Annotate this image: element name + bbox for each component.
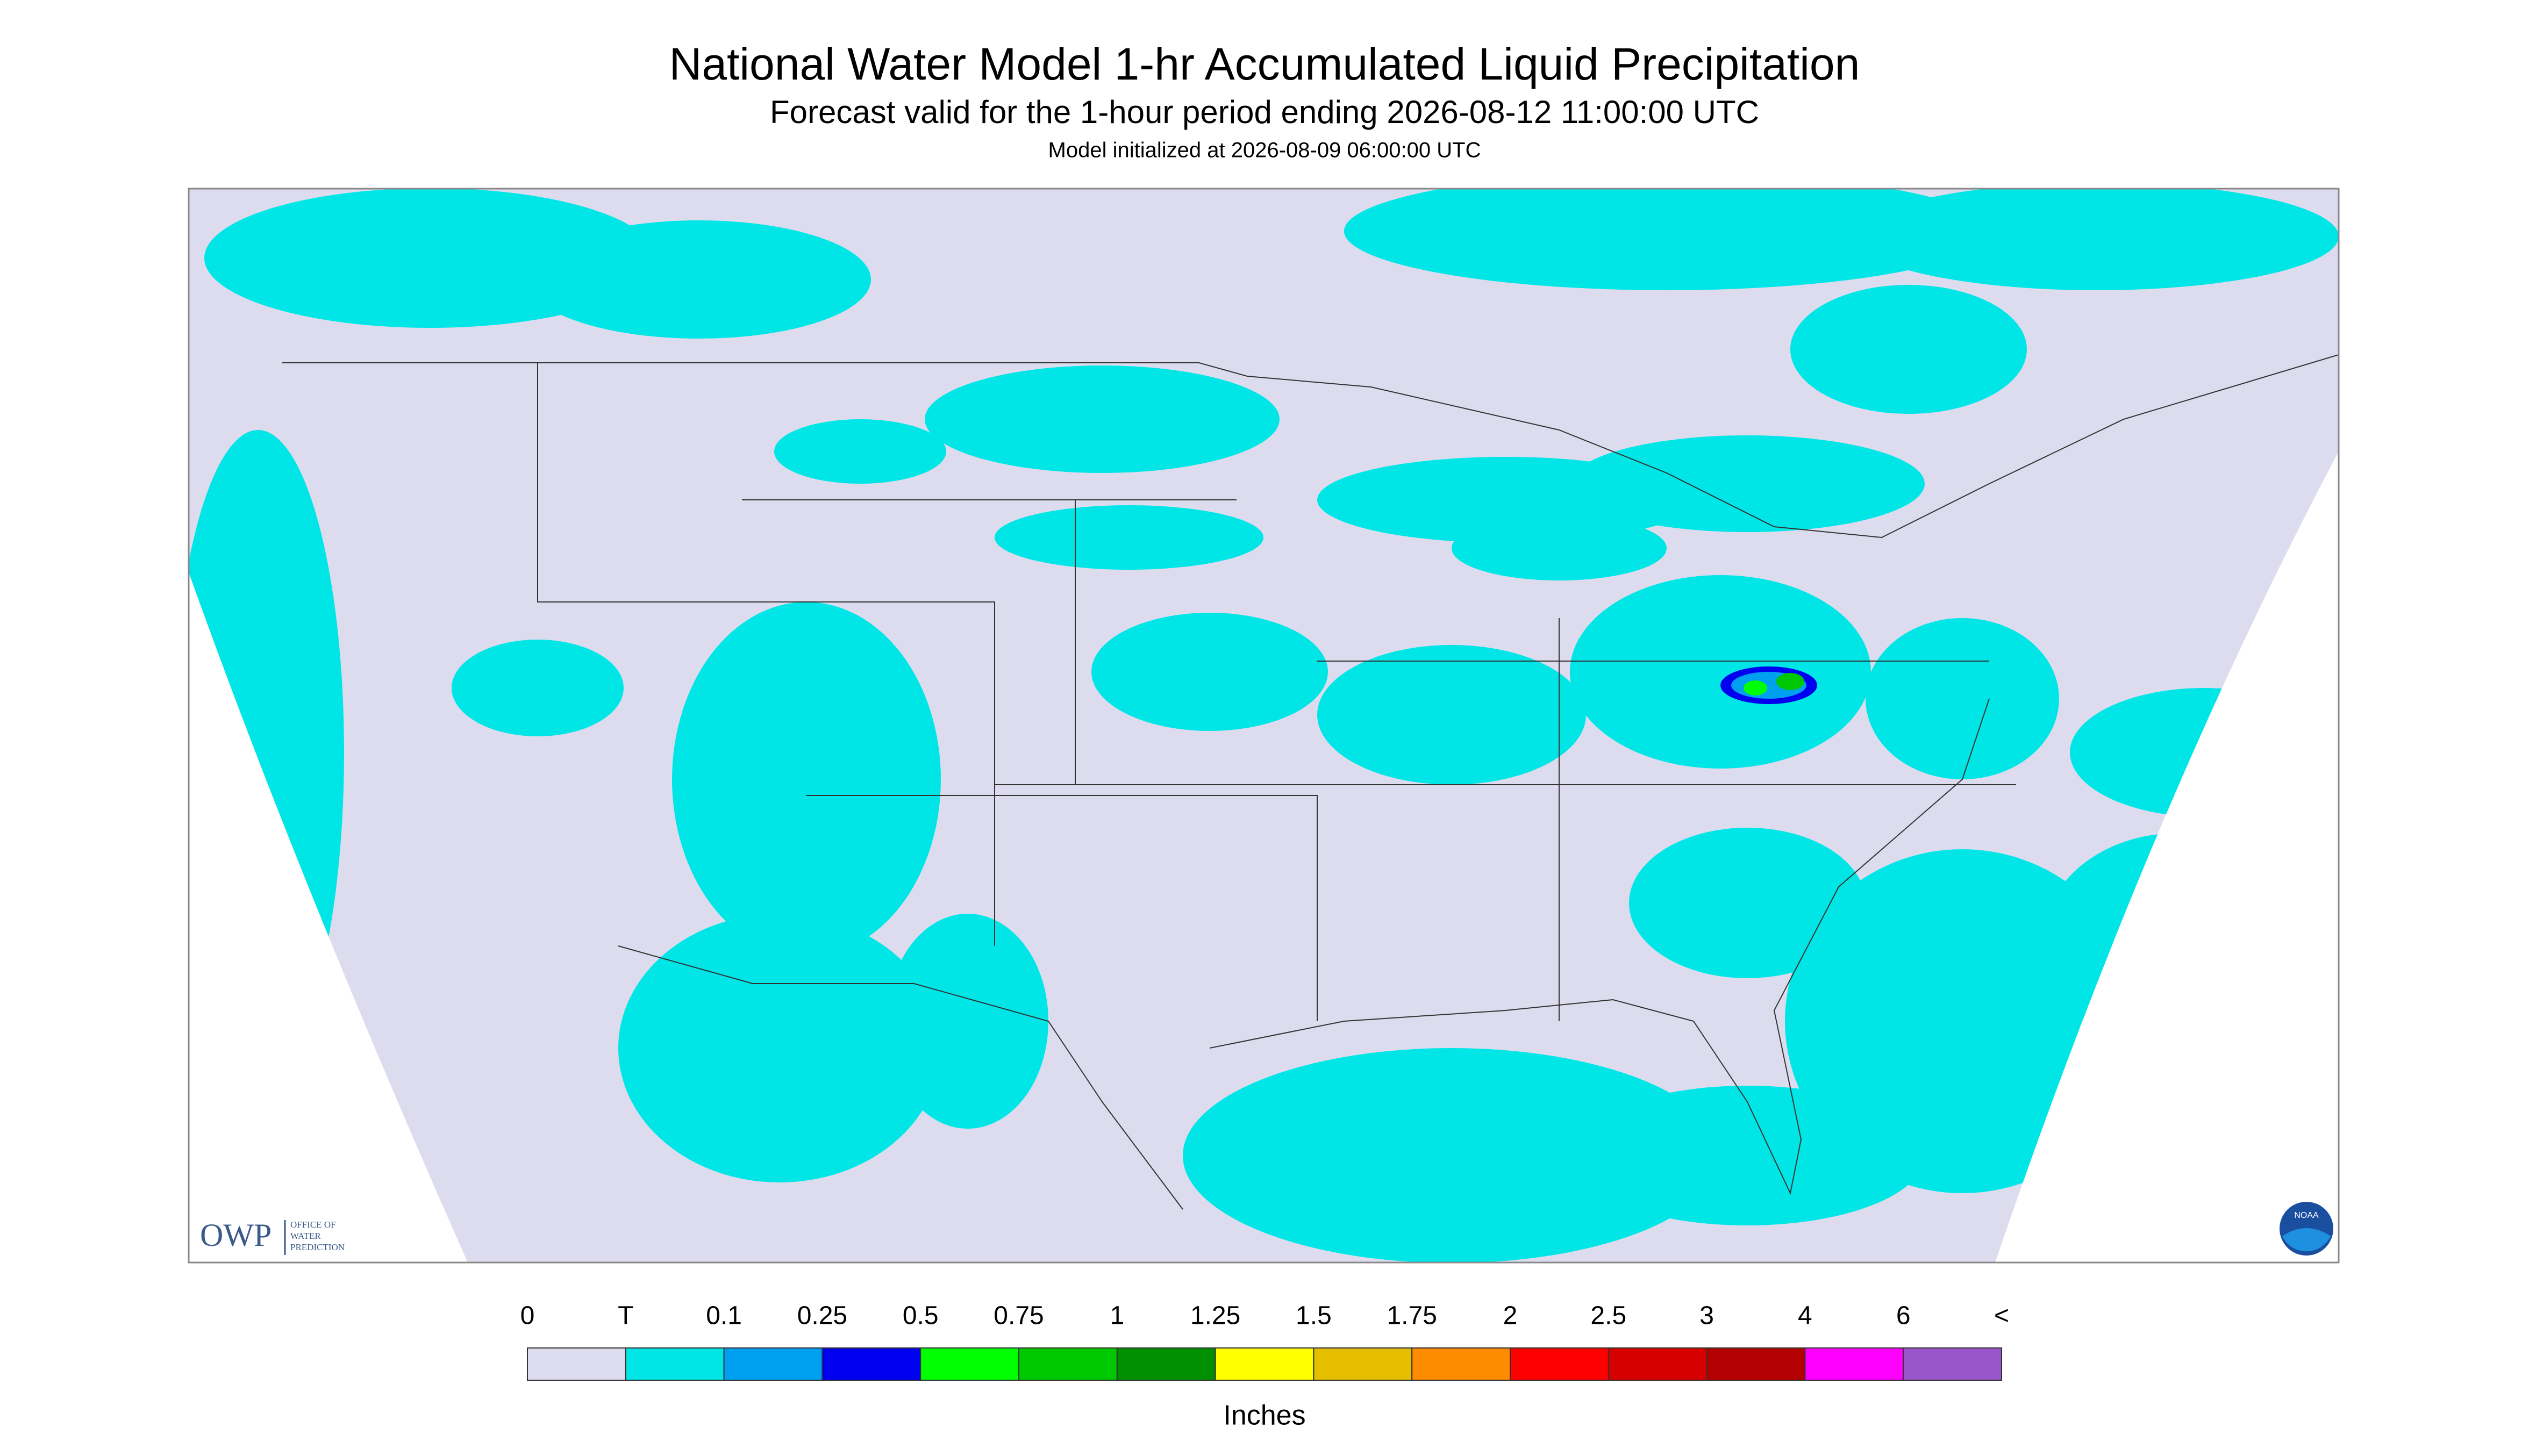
legend-label: 0.25: [797, 1302, 847, 1330]
owp-name: PREDICTION: [290, 1242, 345, 1252]
legend-swatch: [821, 1347, 921, 1381]
legend-swatch: [723, 1347, 823, 1381]
legend-label: 2: [1503, 1302, 1518, 1330]
legend-label: 6: [1896, 1302, 1911, 1330]
noaa-logo-wave: [2282, 1228, 2331, 1252]
legend-label: 1.25: [1190, 1302, 1240, 1330]
legend-swatch: [920, 1347, 1019, 1381]
legend-swatch: [527, 1347, 626, 1381]
legend: 0 T 0.1 0.25 0.5 0.75 1 1.25 1.5 1.75 2 2.5 3 4 6 <: [520, 1302, 2009, 1381]
legend-swatch: [1510, 1347, 1609, 1381]
legend-swatch: [1804, 1347, 1904, 1381]
noaa-logo-text: NOAA: [2294, 1211, 2319, 1220]
boundaries: [282, 354, 2339, 1210]
legend-label: 3: [1699, 1302, 1714, 1330]
legend-unit: Inches: [1223, 1400, 1305, 1431]
legend-label: 0.75: [994, 1302, 1044, 1330]
legend-label: 0.1: [706, 1302, 742, 1330]
owp-name: OFFICE OF: [290, 1220, 336, 1230]
legend-swatch: [1706, 1347, 1806, 1381]
owp-name: WATER: [290, 1231, 321, 1241]
title: National Water Model 1-hr Accumulated Li…: [669, 39, 1860, 89]
legend-swatch: [1313, 1347, 1413, 1381]
legend-label: 0.5: [903, 1302, 939, 1330]
legend-label: 1: [1110, 1302, 1124, 1330]
legend-swatch: [1608, 1347, 1708, 1381]
legend-swatch: [1116, 1347, 1216, 1381]
legend-label: <: [1994, 1302, 2009, 1330]
init-time: Model initialized at 2026-08-09 06:00:00…: [1048, 139, 1481, 162]
legend-label: 0: [520, 1302, 535, 1330]
legend-label: 1.75: [1387, 1302, 1437, 1330]
legend-swatch: [1903, 1347, 2002, 1381]
legend-label: 1.5: [1296, 1302, 1332, 1330]
legend-label: 4: [1798, 1302, 1812, 1330]
legend-label: T: [618, 1302, 633, 1330]
legend-swatch: [1215, 1347, 1314, 1381]
owp-logo: OWP: [200, 1217, 272, 1253]
subtitle: Forecast valid for the 1-hour period end…: [770, 94, 1759, 130]
legend-swatch: [1411, 1347, 1511, 1381]
map-frame: [188, 188, 2340, 1264]
legend-swatch: [625, 1347, 725, 1381]
legend-label: 2.5: [1590, 1302, 1626, 1330]
heavy-precip-cell: [1720, 666, 1817, 704]
map: [189, 189, 2339, 1263]
legend-swatch: [1018, 1347, 1118, 1381]
